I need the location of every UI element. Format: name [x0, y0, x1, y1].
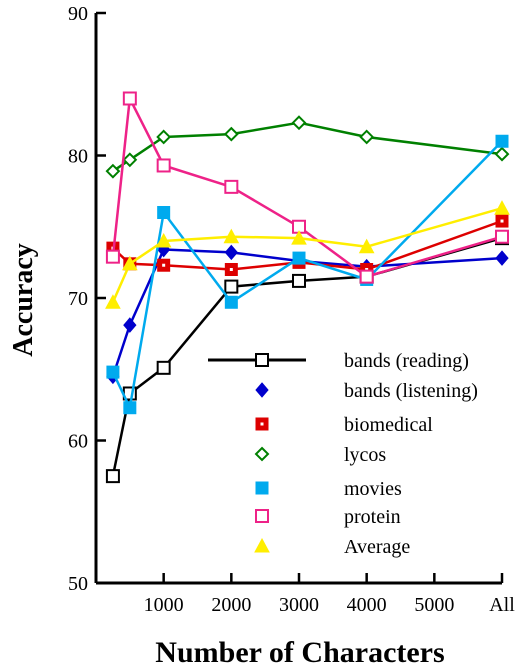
data-point: [223, 228, 240, 244]
legend-entry: Average: [254, 536, 410, 558]
x-tick-label: All: [489, 594, 515, 616]
ticks: 50 60 70 80 90 1000 2000 3000 4000 5000 All: [68, 3, 515, 616]
data-point: [121, 255, 138, 271]
y-tick-label: 60: [68, 431, 88, 453]
data-point: [157, 206, 171, 219]
legend: bands (reading) bands (listening) biomedic…: [208, 350, 478, 558]
data-point: [123, 317, 137, 333]
legend-entry: bands (listening): [255, 380, 478, 402]
series-5: [105, 91, 509, 284]
y-tick-label: 70: [68, 288, 88, 310]
legend-entry: movies: [255, 478, 402, 500]
data-point: [224, 179, 239, 194]
data-point: [291, 115, 307, 131]
legend-marker: [254, 446, 270, 462]
x-tick-label: 1000: [144, 594, 184, 616]
legend-label: Average: [344, 536, 410, 558]
x-axis-title: Number of Characters: [155, 636, 444, 667]
series-3: [105, 115, 510, 179]
axes: [94, 13, 502, 585]
x-tick-label: 5000: [414, 594, 454, 616]
y-axis-title: Accuracy: [8, 243, 39, 357]
data-point: [224, 279, 239, 294]
data-point: [291, 230, 307, 245]
data-point: [359, 129, 375, 145]
data-point-center: [500, 219, 504, 223]
x-tick-label: 3000: [279, 594, 319, 616]
data-point: [494, 146, 510, 162]
legend-entry: lycos: [254, 444, 386, 466]
data-point: [156, 360, 171, 375]
data-point-center: [365, 268, 369, 271]
legend-label: lycos: [344, 444, 386, 466]
data-point: [292, 273, 306, 288]
legend-marker: [255, 481, 269, 495]
data-point: [123, 401, 137, 415]
data-point: [358, 238, 375, 254]
legend-entry: protein: [255, 506, 401, 528]
data-point: [122, 91, 137, 106]
y-tick-label: 80: [68, 146, 88, 168]
data-point: [494, 200, 510, 215]
data-point: [224, 295, 238, 309]
legend-marker: [254, 537, 270, 553]
data-point: [155, 232, 172, 248]
legend-marker: [255, 382, 269, 398]
data-point-center: [162, 263, 166, 267]
data-point: [223, 126, 239, 142]
data-point: [359, 269, 374, 284]
y-tick-label: 50: [68, 573, 88, 595]
data-point: [292, 251, 306, 265]
data-point: [495, 134, 509, 148]
data-point: [106, 365, 120, 379]
x-tick-label: 4000: [347, 594, 387, 616]
legend-label: bands (listening): [344, 380, 478, 402]
legend-entry: bands (reading): [208, 350, 469, 372]
legend-marker-center: [260, 422, 264, 426]
x-tick-label: 2000: [211, 594, 251, 616]
legend-label: protein: [344, 506, 401, 528]
series-6: [105, 200, 510, 309]
legend-label: movies: [344, 478, 402, 500]
data-point: [495, 250, 509, 266]
data-point: [495, 229, 509, 244]
y-tick-label: 90: [68, 3, 88, 25]
data-point: [156, 158, 171, 173]
data-point-center: [229, 268, 233, 271]
data-point: [156, 129, 172, 145]
data-point: [105, 294, 121, 309]
data-point: [224, 244, 238, 261]
data-point: [105, 249, 120, 264]
series-line: [112, 121, 503, 173]
data-point: [105, 163, 121, 179]
data-point: [105, 469, 120, 484]
legend-marker: [255, 353, 269, 367]
series-layer: [105, 91, 510, 484]
legend-label: bands (reading): [344, 350, 469, 372]
legend-marker: [255, 509, 269, 523]
legend-label: biomedical: [344, 414, 433, 436]
legend-entry: biomedical: [255, 414, 433, 436]
data-point: [122, 152, 138, 168]
